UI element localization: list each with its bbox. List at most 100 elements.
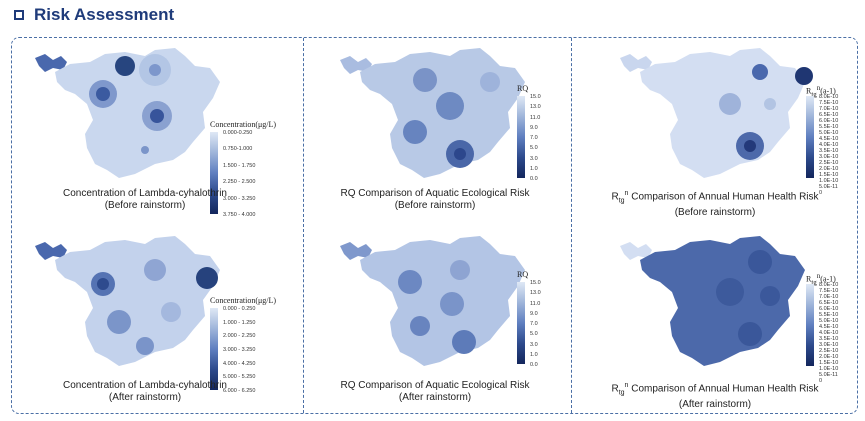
legend-label: 2.0E-10 [819, 354, 839, 360]
legend-label: 4.0E-10 [819, 142, 839, 148]
legend-title: Concentration(μg/L) [210, 120, 277, 129]
legend-label: 6.5E-10 [819, 112, 839, 118]
lake-health-risk-map-after [620, 236, 805, 366]
legend-label: 3.0 [530, 155, 538, 162]
panel-conc-before: Concentration(μg/L) 0.000-0.250 0.750-1.0… [20, 42, 310, 227]
legend-rq-before: RQ 15.0 13.0 11.0 9.0 7.0 5.0 3.0 1.0 0.0 [517, 84, 607, 204]
legend-label: 6.0E-10 [819, 118, 839, 124]
legend-label: 1.0E-10 [819, 366, 839, 372]
legend-label: 3.0 [530, 341, 538, 348]
legend-conc-after: Concentration(μg/L) 0.000 - 0.250 1.000 -… [210, 296, 300, 416]
caption-line2: (Before rainstorm) [394, 200, 476, 211]
caption-line2: (Before rainstorm) [104, 200, 186, 211]
panel-rhh-before: Rtgn(a-1) 8.0E-10 7.5E-10 7.0E-10 6.5E-10 6.… [580, 42, 865, 227]
legend-label: 4.5E-10 [819, 136, 839, 142]
section-title: Risk Assessment [34, 5, 175, 24]
legend-label: 7.0 [530, 321, 538, 327]
caption-line1: RQ Comparison of Aquatic Ecological Risk [340, 188, 530, 199]
legend-label: 6.0E-10 [819, 306, 839, 312]
legend-label: 2.0E-10 [819, 166, 839, 172]
panel-rhh-after: Rtgn(a-1) 8.0E-10 7.5E-10 7.0E-10 6.5E-10 6.… [580, 230, 865, 415]
column-divider-right [571, 38, 572, 413]
legend-label: 3.750 - 4.000 [223, 211, 256, 218]
lake-concentration-map-before [35, 48, 220, 178]
caption-rq-before: RQ Comparison of Aquatic Ecological Risk… [310, 188, 560, 212]
legend-label: 1.0E-10 [819, 178, 839, 184]
legend-title: RQ [517, 84, 529, 93]
legend-title: Rtgn(a-1) [806, 84, 836, 99]
legend-label: 2.000 - 2.250 [223, 333, 256, 340]
legend-label: 5.0 [530, 331, 538, 338]
legend-label: 2.250 - 2.500 [223, 179, 256, 186]
legend-label: 5.0E-10 [819, 318, 839, 324]
legend-label: 11.0 [530, 300, 541, 307]
legend-label: 11.0 [530, 114, 541, 121]
legend-label: 0.750-1.000 [223, 146, 253, 153]
legend-label: 5.5E-10 [819, 124, 839, 130]
legend-label: 0.000-0.250 [223, 130, 253, 136]
caption-line2: (After rainstorm) [678, 399, 752, 411]
legend-label: 4.0E-10 [819, 330, 839, 336]
lake-concentration-map-after [35, 236, 220, 366]
caption-conc-before: Concentration of Lambda-cyhalothrin (Bef… [20, 188, 270, 212]
lake-health-risk-map-before [620, 48, 813, 178]
caption-line2: (After rainstorm) [398, 392, 472, 403]
legend-label: 3.5E-10 [819, 148, 839, 154]
legend-rhh-before: Rtgn(a-1) 8.0E-10 7.5E-10 7.0E-10 6.5E-10 6.… [806, 84, 865, 204]
legend-label: 3.0E-10 [819, 154, 839, 160]
lake-rq-map-after [340, 236, 525, 366]
column-divider-left [303, 38, 304, 413]
legend-label: 0 [819, 378, 823, 384]
section-header: Risk Assessment [14, 5, 174, 25]
legend-conc-before: Concentration(μg/L) 0.000-0.250 0.750-1.0… [210, 120, 300, 240]
lake-rq-map-before [340, 48, 525, 178]
legend-title: Rtgn(a-1) [806, 272, 836, 287]
legend-label: 1.5E-10 [819, 172, 839, 178]
legend-label: 13.0 [530, 104, 541, 111]
caption-rhh-before: Rtgn Comparison of Annual Human Health R… [590, 188, 840, 219]
legend-label: 0.0 [530, 362, 538, 368]
legend-colorbar [210, 308, 218, 390]
legend-label: 3.0E-10 [819, 342, 839, 348]
legend-colorbar [806, 284, 814, 366]
legend-label: 1.5E-10 [819, 360, 839, 366]
legend-label: 3.000 - 3.250 [223, 195, 256, 202]
legend-label: 5.0E-10 [819, 130, 839, 136]
legend-label: 7.5E-10 [819, 100, 839, 106]
legend-label: 3.5E-10 [819, 336, 839, 342]
legend-label: 0.0 [530, 176, 538, 182]
legend-label: 2.5E-10 [819, 160, 839, 166]
legend-label: 1.500 - 1.750 [223, 162, 256, 169]
caption-line2: (After rainstorm) [108, 392, 182, 403]
legend-label: 1.0 [530, 165, 538, 172]
legend-label: 7.0E-10 [819, 294, 839, 300]
legend-label: 5.0E-11 [819, 372, 838, 378]
legend-label: 3.000 - 3.250 [223, 346, 256, 353]
legend-label: 8.0E-10 [819, 94, 839, 100]
caption-rhh-after: Rtgn Comparison of Annual Human Health R… [590, 380, 840, 411]
legend-title: RQ [517, 270, 529, 279]
legend-colorbar [517, 96, 525, 178]
legend-label: 13.0 [530, 290, 541, 297]
legend-label: 7.0 [530, 135, 538, 141]
square-bullet-icon [14, 10, 24, 20]
legend-colorbar [806, 96, 814, 178]
legend-label: 5.000 - 5.250 [223, 374, 256, 381]
legend-label: 7.0E-10 [819, 106, 839, 112]
caption-line1: Concentration of Lambda-cyhalothrin [63, 188, 227, 199]
legend-label: 4.000 - 4.250 [223, 360, 256, 367]
caption-rq-after: RQ Comparison of Aquatic Ecological Risk… [310, 380, 560, 404]
legend-label: 2.5E-10 [819, 348, 839, 354]
panel-rq-before: RQ 15.0 13.0 11.0 9.0 7.0 5.0 3.0 1.0 0.0 RQ Com… [310, 42, 600, 227]
panel-rq-after: RQ 15.0 13.0 11.0 9.0 7.0 5.0 3.0 1.0 0.0 RQ Com… [310, 230, 600, 415]
legend-label: 5.0E-11 [819, 184, 838, 190]
legend-label: 15.0 [530, 280, 541, 286]
legend-colorbar [210, 132, 218, 214]
legend-label: 7.5E-10 [819, 288, 839, 294]
legend-colorbar [517, 282, 525, 364]
caption-line1: Concentration of Lambda-cyhalothrin [63, 380, 227, 391]
legend-label: 1.000 - 1.250 [223, 319, 256, 326]
legend-rhh-after: Rtgn(a-1) 8.0E-10 7.5E-10 7.0E-10 6.5E-10 6.… [806, 272, 865, 392]
legend-label: 6.5E-10 [819, 300, 839, 306]
legend-label: 15.0 [530, 94, 541, 100]
